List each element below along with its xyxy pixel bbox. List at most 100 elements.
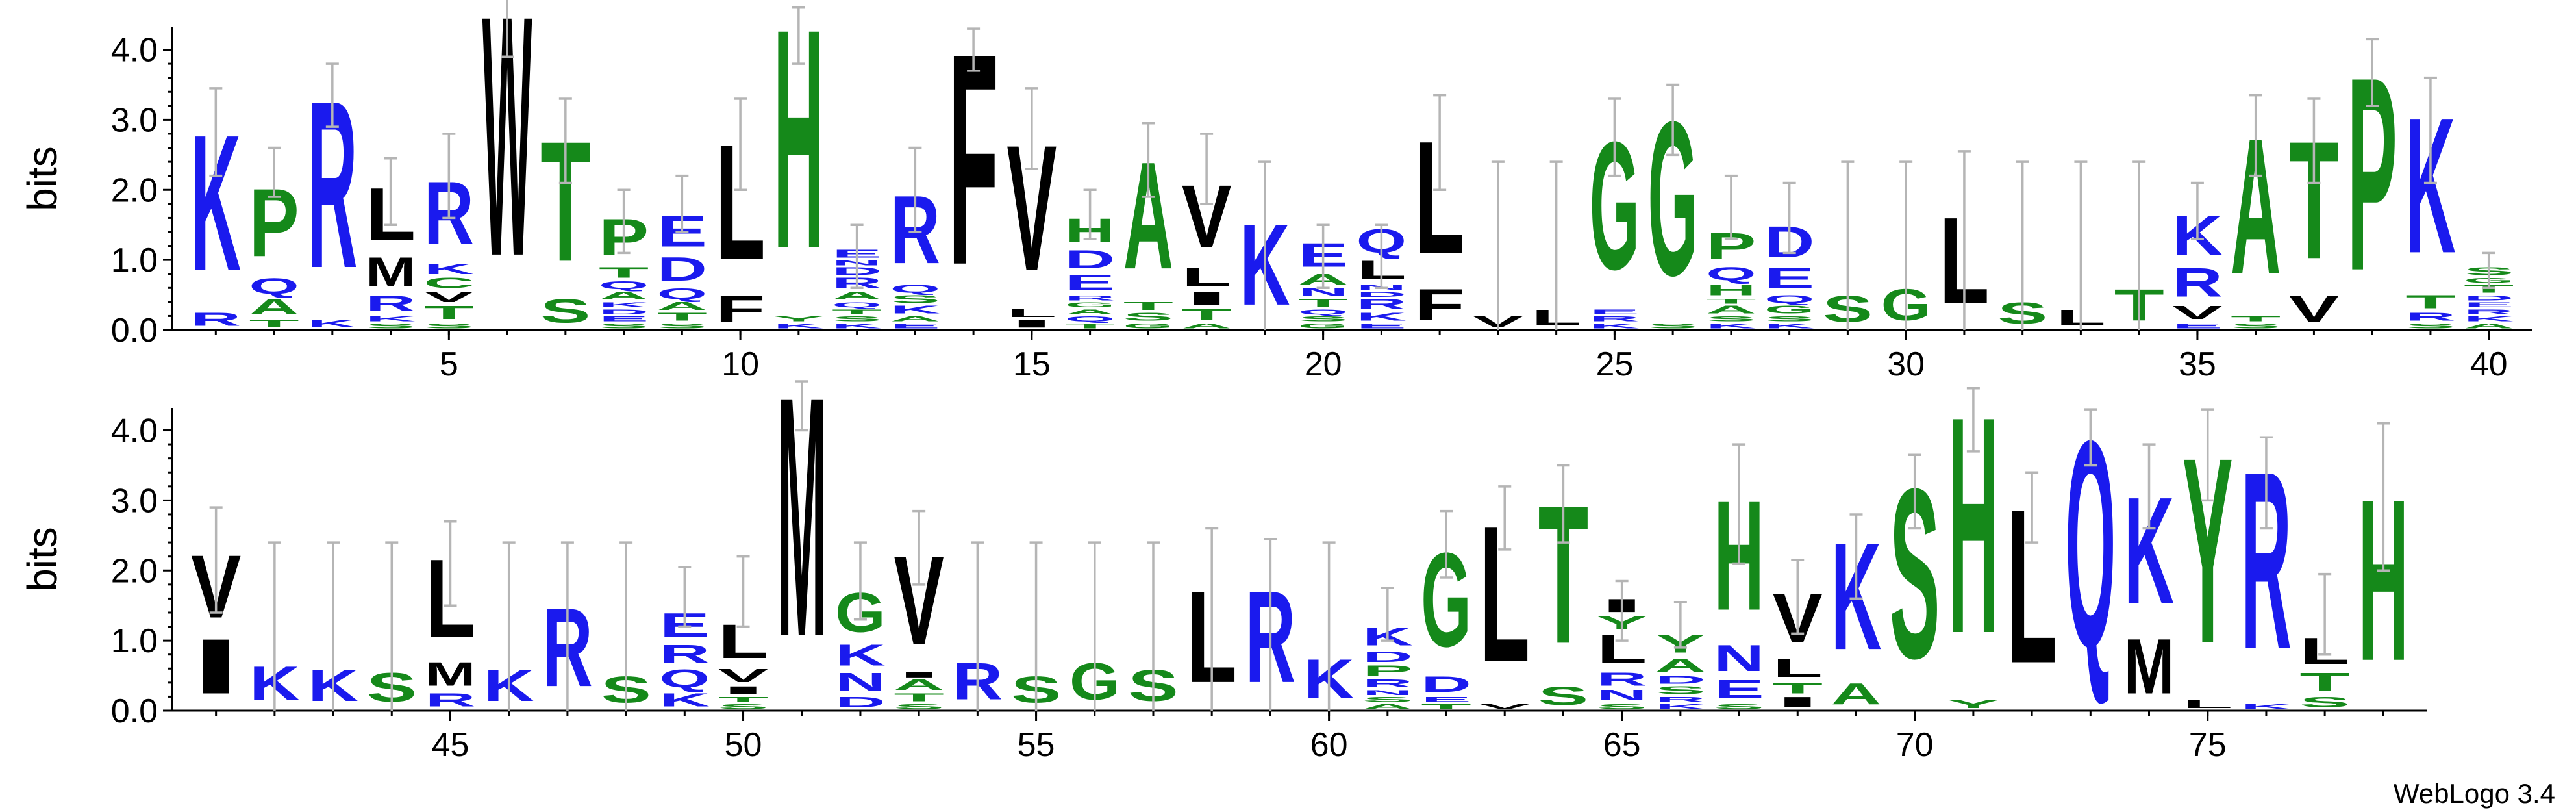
residue-letter: D [1357,290,1407,299]
residue-letter: S [718,702,769,711]
residue-letter: S [2231,322,2281,330]
residue-letter: T [1421,702,1471,711]
residue-letter: G [1123,322,1173,330]
residue-letter: D [1362,648,1413,665]
x-tick-label: 40 [2470,346,2508,383]
residue-letter: R [1597,668,1647,689]
residue-letter: L [1772,653,1823,683]
residue-letter: I [1007,318,1057,330]
residue-letter: S [890,293,940,305]
residue-letter: S [2299,694,2350,711]
residue-letter: S [657,322,707,330]
residue-letter: F [1415,280,1465,330]
y-tick-label: 1.0 [111,242,158,279]
residue-letter: S [2405,322,2455,330]
residue-letter: S [894,702,944,711]
residue-letter: K [307,318,357,330]
residue-letter: R [2464,308,2514,316]
residue-letter: I [1182,288,1232,309]
residue-letter: R [191,309,241,330]
x-tick-label: 55 [1018,726,1055,764]
residue-letter: F [716,288,766,329]
residue-letter: K [1764,322,1814,330]
residue-letter: Q [660,664,710,693]
residue-letter: V [718,665,768,686]
residue-letter: T [832,308,882,316]
residue-letter: N [1714,638,1764,679]
residue-letter: K [366,314,416,323]
x-tick-label: 65 [1603,726,1641,764]
residue-letter: R [2172,260,2222,305]
residue-letter: P [1362,663,1413,679]
residue-letter: E [2172,322,2222,330]
residue-letter: A [2464,322,2514,330]
residue-letter: S [1538,681,1589,711]
x-tick-label: 25 [1595,346,1633,383]
residue-letter: S [366,322,416,330]
residue-letter: S [1706,315,1756,324]
x-tick-label: 50 [725,726,762,764]
residue-letter: E [1065,270,1115,295]
residue-letter: S [1362,695,1413,704]
residue-letter: R [425,690,476,711]
residue-letter: D [657,250,707,288]
residue-letter: R [366,291,416,316]
residue-letter: Q [1764,293,1814,305]
y-tick-label: 2.0 [111,171,158,209]
residue-letter: M [2124,623,2175,710]
residue-letter: I [894,671,944,679]
y-tick-label: 3.0 [111,101,158,139]
residue-letter: D [599,308,649,316]
residue-letter: T [599,264,649,281]
residue-letter: K [835,639,886,672]
residue-letter: M [366,249,416,295]
residue-letter: S [1123,311,1173,323]
residue-letter: S [1648,322,1698,330]
residue-letter: K [599,301,649,309]
residue-letter: L [1182,262,1232,291]
residue-letter: Y [1948,698,1999,711]
x-tick-label: 30 [1887,346,1925,383]
residue-letter: S [1298,315,1348,324]
residue-letter: Q [1298,308,1348,316]
residue-letter: T [2299,667,2350,696]
x-tick-label: 5 [440,346,458,383]
residue-letter: T [2405,292,2455,312]
residue-letter: E [1421,695,1471,704]
residue-letter: V [1480,702,1530,711]
residue-letter: R [660,640,710,669]
residue-letter: A [1362,702,1413,711]
residue-letter: N [1362,689,1413,697]
residue-letter: T [2231,314,2281,323]
residue-letter: R [2405,311,2455,323]
residue-letter: K [2241,702,2292,711]
residue-letter: K [2464,314,2514,323]
residue-letter: G [1065,301,1115,309]
residue-letter: Q [1706,264,1756,285]
x-tick-label: 45 [432,726,469,764]
residue-letter: K [1357,311,1407,323]
y-axis-label: bits [19,527,66,592]
residue-letter: A [657,300,707,312]
residue-letter: T [1298,296,1348,309]
y-tick-label: 2.0 [111,552,158,590]
residue-letter: S [1655,684,1706,696]
residue-letter: S [540,292,590,330]
residue-letter: K [890,303,940,316]
residue-letter: S [1714,702,1764,711]
residue-letter: H [1706,282,1756,299]
residue-letter: D [1655,674,1706,686]
residue-letter: K [832,322,882,330]
residue-letter: N [1597,687,1647,704]
residue-letter: A [1182,322,1232,330]
residue-letter: A [249,294,299,320]
x-tick-label: 15 [1013,346,1051,383]
residue-letter: A [599,290,649,302]
residue-letter: R [1590,314,1640,323]
residue-letter: E [1590,308,1640,316]
y-tick-label: 0.0 [111,692,158,730]
residue-letter: D [2464,294,2514,302]
y-tick-label: 4.0 [111,32,158,70]
x-tick-label: 75 [2189,726,2227,764]
residue-letter: Q [1065,314,1115,323]
